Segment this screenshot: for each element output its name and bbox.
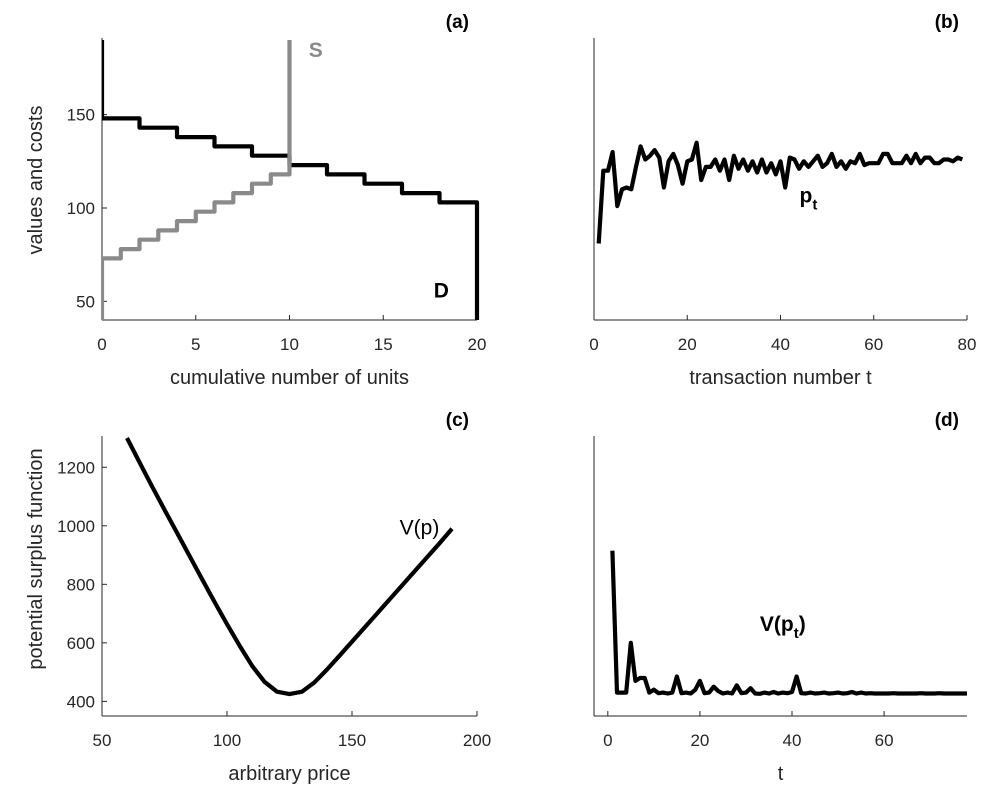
panel-0: 0 5 10 15 20 50 100 150 cumulative number of uni… [25,12,486,389]
annotation-subscript: t [812,196,817,213]
panel-label: (c) [446,410,469,431]
y-axis-label: values and costs [25,106,47,255]
x-tick-label: 60 [864,335,883,354]
y-tick-label: 100 [67,199,95,218]
y-axis-label: potential surplus function [25,448,47,669]
panel-2: 50 100 150 200 400 600 800 1000 1200 arbitrary pr… [25,410,491,785]
series-annotation: V(p) [400,517,440,540]
series-line-1 [102,40,292,320]
x-tick-label: 40 [771,335,790,354]
x-tick-label: 80 [958,335,977,354]
x-axis-label: cumulative number of units [170,367,409,389]
x-axis-label: arbitrary price [228,763,350,785]
panel-label: (a) [446,12,469,33]
y-tick-label: 600 [67,634,95,653]
series-annotation: pt [800,184,818,213]
x-tick-label: 20 [678,335,697,354]
panel-label: (b) [935,12,959,33]
x-axis-label: t [778,763,784,785]
y-tick-label: 1200 [57,458,95,477]
series-line-0 [610,550,967,696]
x-tick-label: 50 [93,731,112,750]
series-line-0 [596,140,964,244]
x-tick-label: 100 [213,731,241,750]
x-tick-label: 20 [690,731,709,750]
annotation-main: S [309,39,323,62]
series-line-0 [125,437,454,697]
x-tick-label: 5 [191,335,200,354]
y-tick-label: 400 [67,692,95,711]
x-tick-label: 10 [280,335,299,354]
annotation-main: V(p) [400,517,440,540]
x-tick-label: 0 [589,335,598,354]
x-tick-label: 150 [338,731,366,750]
annotation-main: D [434,280,449,303]
y-tick-label: 800 [67,575,95,594]
x-tick-label: 60 [875,731,894,750]
x-tick-label: 20 [468,335,487,354]
x-axis-label: transaction number t [689,367,872,389]
annotation-main: V(p [760,613,794,636]
y-tick-label: 1000 [57,517,95,536]
y-tick-label: 50 [76,292,95,311]
panel-3: 0 20 40 60t(d)V(pt) [593,410,967,785]
x-tick-label: 0 [603,731,612,750]
series-annotation: V(pt) [760,613,806,642]
annotation-subscript: t [794,625,799,642]
x-tick-label: 15 [374,335,393,354]
annotation-tail: ) [799,613,806,636]
x-tick-label: 40 [783,731,802,750]
panel-1: 0 20 40 60 80 transaction number t (b) pt [589,12,976,389]
y-tick-label: 150 [67,106,95,125]
series-annotation: S [309,39,323,62]
panel-label: (d) [935,410,959,431]
x-tick-label: 0 [97,335,106,354]
annotation-main: p [800,184,813,207]
series-annotation: D [434,280,449,303]
x-tick-label: 200 [463,731,491,750]
